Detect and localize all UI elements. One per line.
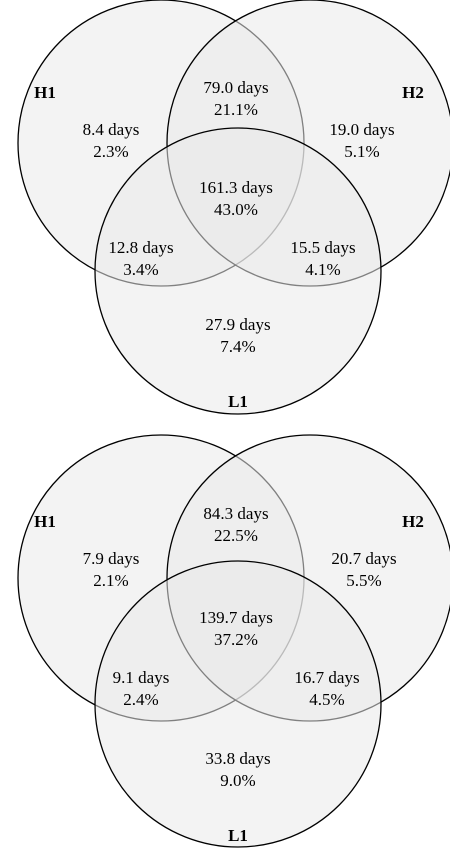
region-h1-l1-pct: 3.4%	[123, 260, 158, 279]
region-h1-only-days: 8.4 days	[83, 120, 140, 139]
region-h1-only-pct: 2.3%	[93, 142, 128, 161]
region-h2-l1-days: 15.5 days	[290, 238, 355, 257]
set-label-h2: H2	[402, 83, 424, 102]
region-h1-h2-pct: 21.1%	[214, 100, 258, 119]
region-h1-only-days: 7.9 days	[83, 549, 140, 568]
region-h2-only-pct: 5.1%	[344, 142, 379, 161]
region-h1-h2-days: 79.0 days	[203, 78, 268, 97]
region-all-days: 139.7 days	[199, 608, 273, 627]
region-h2-l1-pct: 4.5%	[309, 690, 344, 709]
set-label-h2: H2	[402, 512, 424, 531]
region-h2-only-pct: 5.5%	[346, 571, 381, 590]
region-h1-only-pct: 2.1%	[93, 571, 128, 590]
region-all-pct: 43.0%	[214, 200, 258, 219]
region-l1-only-pct: 7.4%	[220, 337, 255, 356]
region-l1-only-pct: 9.0%	[220, 771, 255, 790]
region-h2-only-days: 20.7 days	[331, 549, 396, 568]
region-h2-only-days: 19.0 days	[329, 120, 394, 139]
set-label-h1: H1	[34, 512, 56, 531]
venn-diagram-top: H1 H2 L1 8.4 days 2.3% 79.0 days 21.1% 1…	[18, 0, 450, 414]
region-l1-only-days: 27.9 days	[205, 315, 270, 334]
set-label-l1: L1	[228, 826, 248, 845]
region-h1-l1-pct: 2.4%	[123, 690, 158, 709]
set-label-l1: L1	[228, 392, 248, 411]
venn-diagram-bottom: H1 H2 L1 7.9 days 2.1% 84.3 days 22.5% 2…	[18, 435, 450, 847]
region-all-pct: 37.2%	[214, 630, 258, 649]
region-h1-l1-days: 12.8 days	[108, 238, 173, 257]
region-all-days: 161.3 days	[199, 178, 273, 197]
set-label-h1: H1	[34, 83, 56, 102]
region-l1-only-days: 33.8 days	[205, 749, 270, 768]
region-h2-l1-days: 16.7 days	[294, 668, 359, 687]
region-h1-h2-pct: 22.5%	[214, 526, 258, 545]
region-h1-h2-days: 84.3 days	[203, 504, 268, 523]
region-h1-l1-days: 9.1 days	[113, 668, 170, 687]
region-h2-l1-pct: 4.1%	[305, 260, 340, 279]
